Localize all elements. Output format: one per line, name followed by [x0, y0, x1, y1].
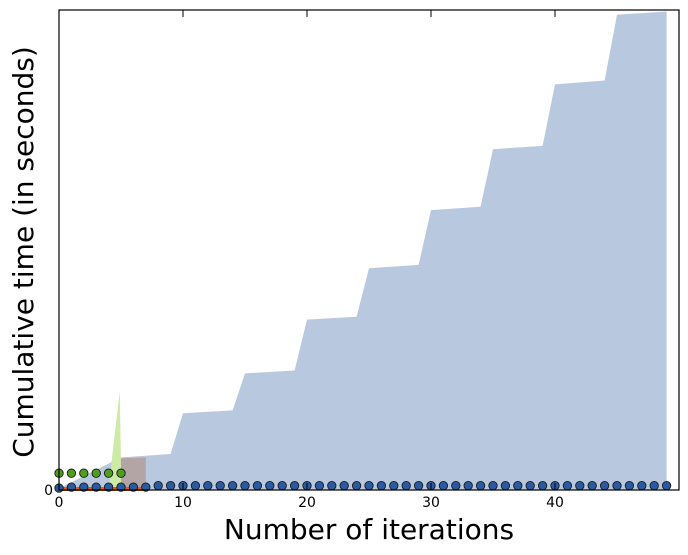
- marker-point: [537, 481, 548, 491]
- marker-point: [599, 481, 610, 491]
- marker-point: [116, 468, 126, 478]
- area-series-1: [59, 457, 146, 490]
- x-tick-label: 20: [298, 495, 316, 511]
- marker-point: [116, 482, 126, 492]
- marker-point: [203, 481, 213, 491]
- marker-point: [265, 481, 275, 491]
- area-series-0: [59, 11, 667, 490]
- marker-point: [451, 481, 461, 491]
- marker-point: [153, 481, 163, 491]
- marker-point: [66, 482, 77, 492]
- marker-point: [351, 481, 362, 491]
- marker-point: [79, 468, 89, 478]
- marker-point: [575, 481, 585, 491]
- marker-point: [376, 481, 387, 491]
- marker-point: [475, 481, 486, 491]
- marker-point: [463, 481, 473, 491]
- marker-point: [661, 481, 672, 491]
- marker-point: [413, 481, 424, 491]
- plot-frame: [58, 9, 680, 491]
- marker-point: [165, 481, 176, 491]
- x-tick-label: 40: [546, 495, 564, 511]
- marker-point: [438, 481, 449, 491]
- marker-point: [339, 481, 349, 491]
- area-layer: [59, 11, 667, 490]
- x-tick-label: 10: [174, 495, 192, 511]
- x-tick-label: 0: [55, 495, 64, 511]
- marker-point: [513, 481, 523, 491]
- marker-point: [141, 482, 151, 492]
- marker-point: [327, 481, 337, 491]
- marker-point: [289, 481, 300, 491]
- marker-point: [190, 481, 201, 491]
- marker-point: [624, 481, 635, 491]
- marker-point: [500, 481, 511, 491]
- marker-point: [66, 468, 77, 478]
- marker-point: [215, 481, 225, 491]
- x-axis-title: Number of iterations: [224, 513, 514, 546]
- marker-point: [277, 481, 287, 491]
- marker-point: [227, 481, 238, 491]
- x-tick-label: 30: [422, 495, 440, 511]
- marker-point: [637, 481, 647, 491]
- marker-point: [240, 481, 250, 491]
- marker-point: [91, 468, 101, 478]
- marker-point: [79, 482, 89, 492]
- tick-layer: 0 10 20 30 40 0: [44, 10, 679, 511]
- marker-point: [587, 481, 597, 491]
- marker-point: [103, 482, 114, 492]
- marker-point: [314, 481, 325, 491]
- marker-point: [128, 482, 139, 492]
- marker-point: [649, 481, 659, 491]
- marker-point: [252, 481, 263, 491]
- marker-point: [612, 481, 622, 491]
- y-axis-title: Cumulative time (in seconds): [7, 46, 40, 458]
- marker-point: [488, 481, 498, 491]
- area-series-2: [59, 391, 121, 490]
- marker-point: [401, 481, 411, 491]
- marker-point: [525, 481, 535, 491]
- marker-point: [364, 481, 374, 491]
- marker-layer: [54, 468, 672, 493]
- y-tick-label: 0: [44, 483, 53, 499]
- marker-point: [562, 481, 573, 491]
- marker-point: [91, 482, 101, 492]
- marker-point: [389, 481, 399, 491]
- marker-point: [103, 468, 114, 478]
